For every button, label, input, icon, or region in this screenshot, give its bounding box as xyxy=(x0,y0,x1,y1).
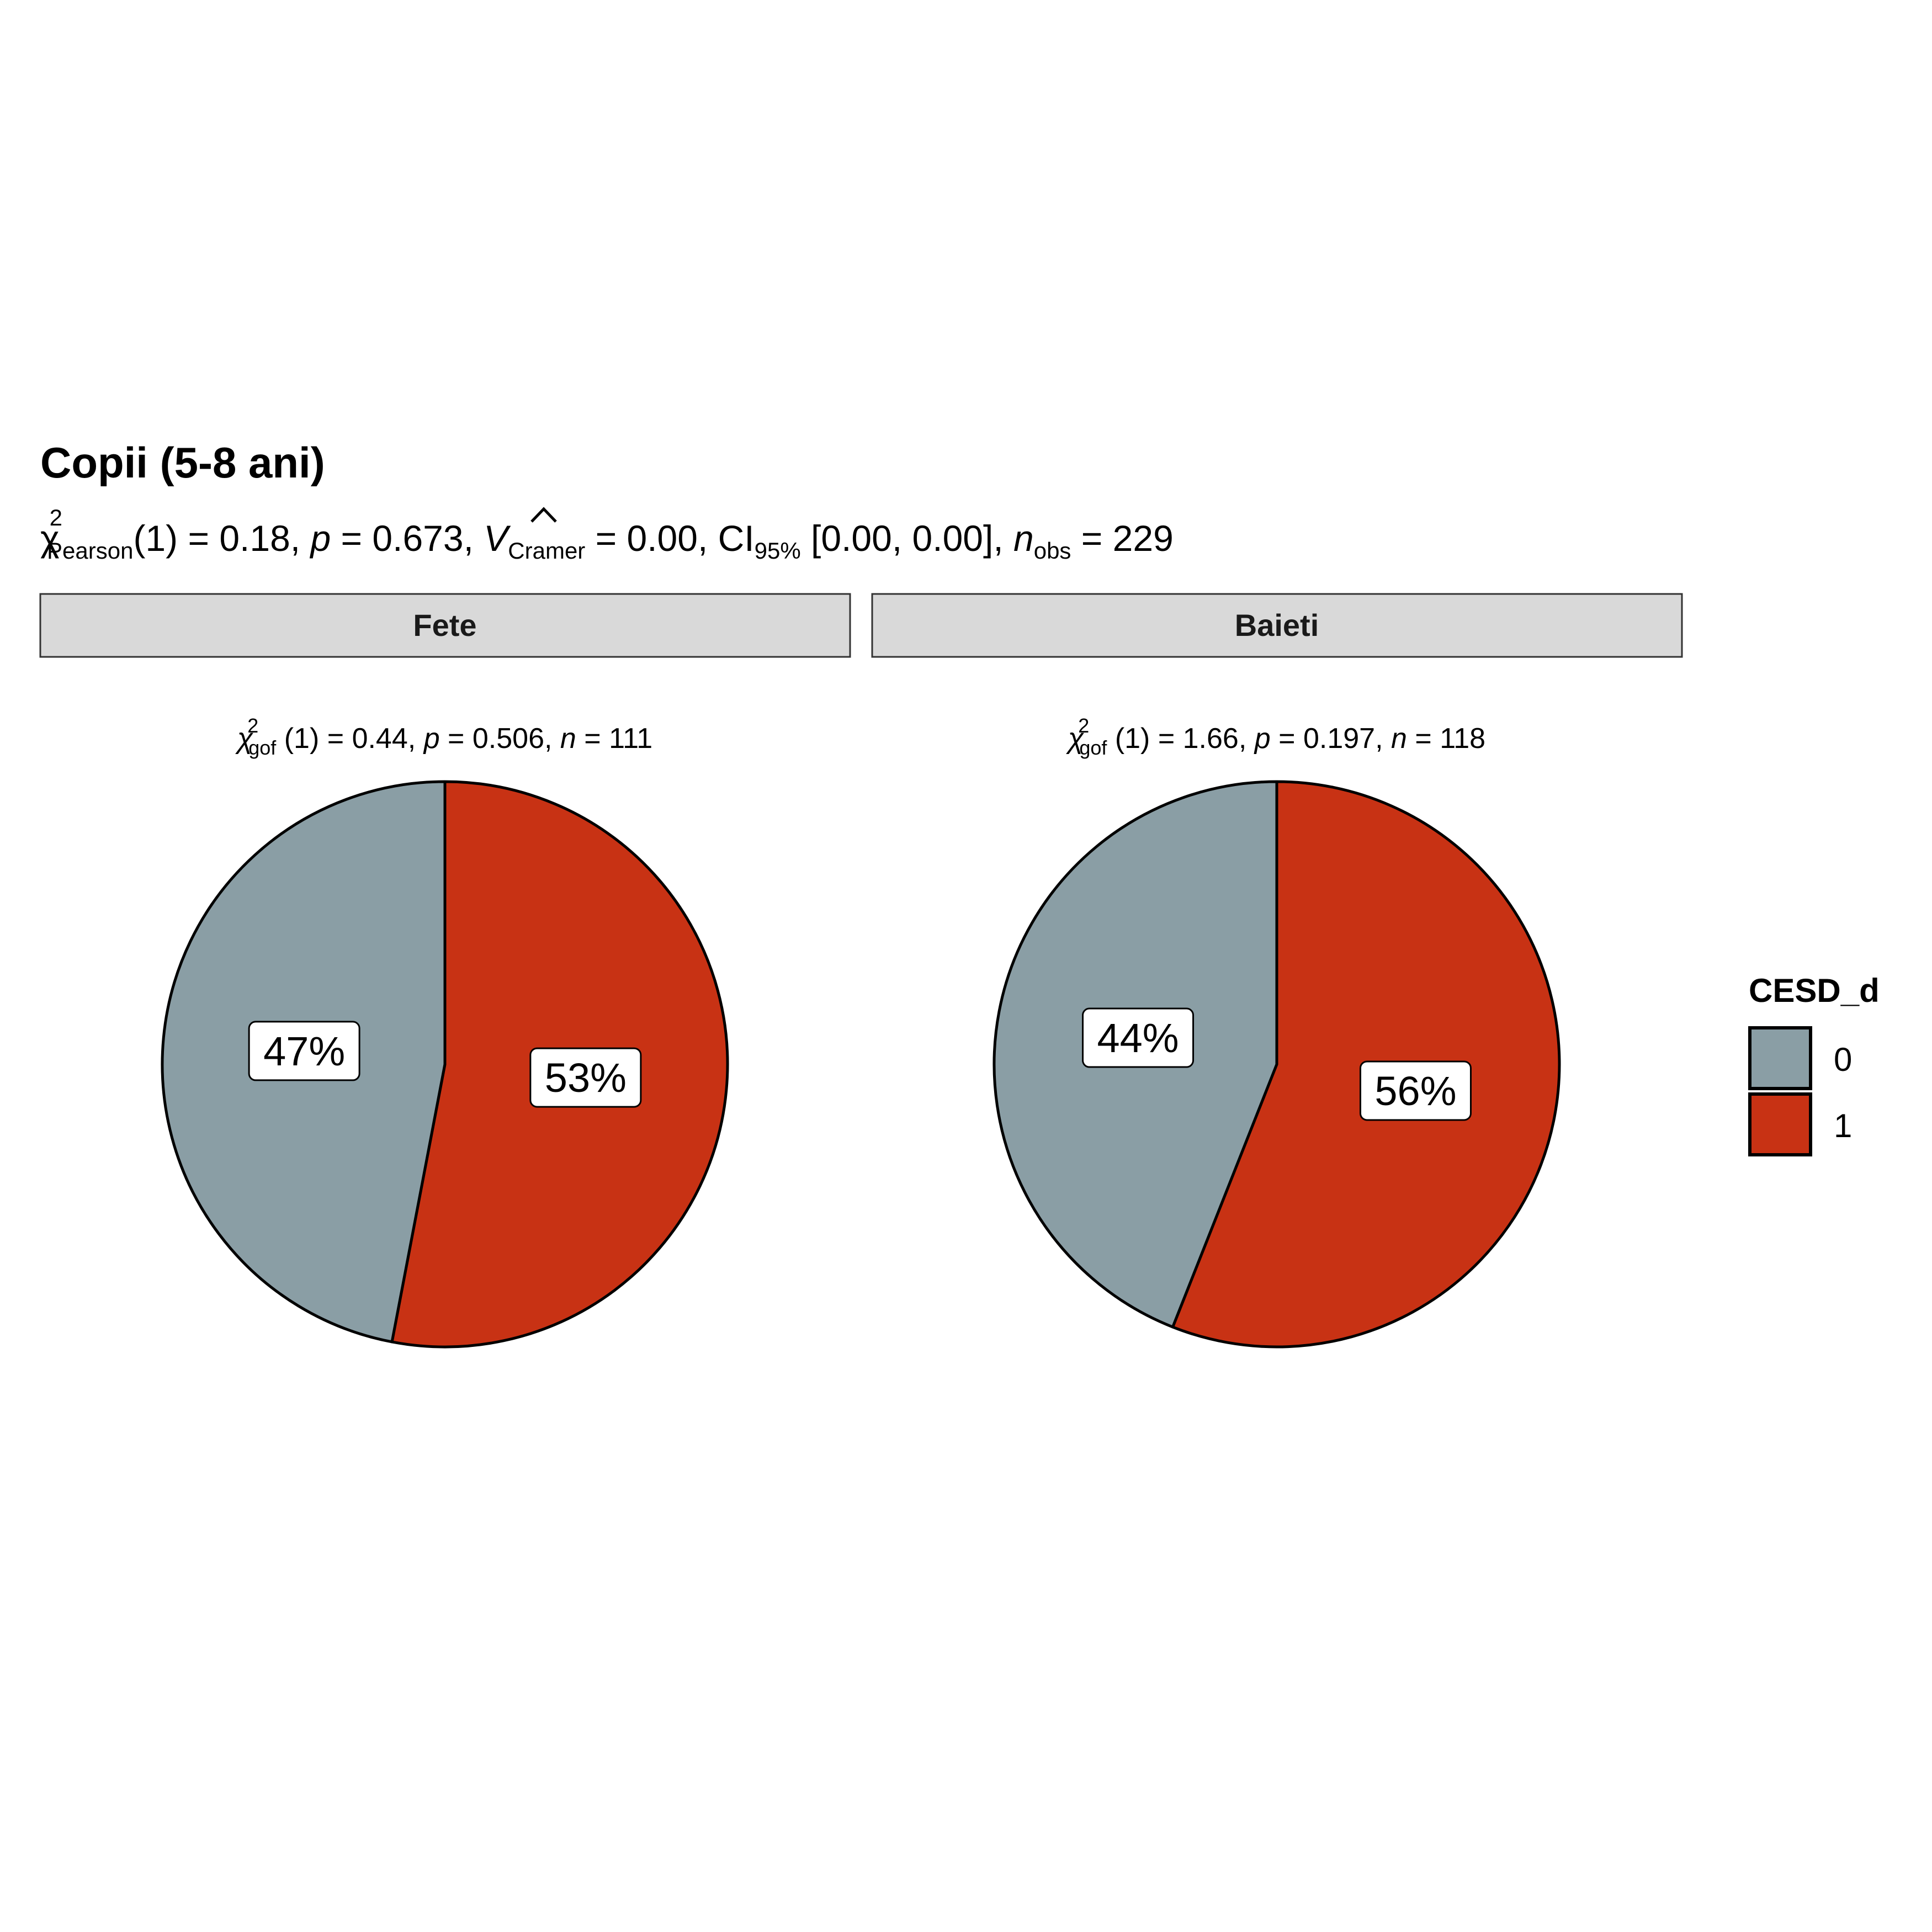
strip-label: Baieti xyxy=(1235,608,1319,643)
slice-label-text: 47% xyxy=(263,1028,345,1074)
slice-label-text: 44% xyxy=(1097,1015,1179,1061)
pie-baieti: 56% 44% xyxy=(992,780,1561,1349)
baieti-stat: 1.66 xyxy=(1183,723,1239,755)
legend-label-1: 1 xyxy=(1834,1107,1852,1144)
fete-p: 0.506 xyxy=(473,723,544,755)
legend-key-0 xyxy=(1748,1026,1812,1090)
strip-background xyxy=(871,593,1683,658)
subtitle-chi-sub: Pearson xyxy=(47,538,133,564)
chart-title: Copii (5-8 ani) xyxy=(40,438,325,487)
subtitle-n: n xyxy=(1013,518,1034,559)
slice-label-box xyxy=(529,1047,642,1108)
subtitle-p: p xyxy=(309,518,331,559)
subtitle-v: V xyxy=(484,518,511,559)
facet-strip-fete: Fete xyxy=(39,593,851,658)
slice-label-1: 53% xyxy=(529,1047,642,1108)
fete-n: 111 xyxy=(609,723,652,755)
slice-label-text: 56% xyxy=(1374,1068,1456,1114)
v-hat-mark xyxy=(530,507,557,523)
slice-label-text: 53% xyxy=(545,1055,627,1101)
slice-label-box xyxy=(1359,1060,1472,1121)
facet-annotation-fete: χ2 gof (1) = 0.44, p = 0.506, n = 111 xyxy=(235,714,652,759)
subtitle-ci-sub: 95% xyxy=(755,538,801,564)
subtitle-n-val: = 229 xyxy=(1071,518,1173,559)
strip-background xyxy=(39,593,851,658)
subtitle-p-val: = 0.673, xyxy=(331,518,484,559)
subtitle-n-sub: obs xyxy=(1034,538,1071,564)
subtitle-ci-val: [0.00, 0.00], xyxy=(801,518,1013,559)
slice-label-box xyxy=(248,1021,360,1081)
chart-subtitle: χ2 Pearson(1) = 0.18, p = 0.673, VCramer … xyxy=(40,505,1174,564)
slice-label-0: 44% xyxy=(1082,1007,1195,1068)
subtitle-chi-sup: 2 xyxy=(50,505,62,530)
fete-stat: 0.44 xyxy=(352,723,408,755)
subtitle-v-val: = 0.00, CI xyxy=(585,518,754,559)
subtitle-chi: χ xyxy=(40,518,60,559)
slice-label-box xyxy=(1082,1007,1195,1068)
legend-item-0: 0 xyxy=(1748,1026,1852,1090)
slice-label-1: 56% xyxy=(1359,1060,1472,1121)
facet-strip-baieti: Baieti xyxy=(871,593,1683,658)
legend-key-1 xyxy=(1748,1092,1812,1156)
legend-label-0: 0 xyxy=(1834,1041,1852,1078)
baieti-n: 118 xyxy=(1440,723,1485,755)
legend-title: CESD_d xyxy=(1749,972,1880,1009)
facet-annotation-baieti: χ2 gof (1) = 1.66, p = 0.197, n = 118 xyxy=(1066,714,1485,759)
strip-label: Fete xyxy=(413,608,476,643)
legend-item-1: 1 xyxy=(1748,1092,1852,1156)
subtitle-v-sub: Cramer xyxy=(508,538,585,564)
slice-label-0: 47% xyxy=(248,1021,360,1081)
legend: CESD_d 0 1 xyxy=(1748,972,1880,1156)
baieti-p: 0.197 xyxy=(1303,723,1375,755)
subtitle-df: (1) = 0.18, xyxy=(133,518,310,559)
pie-fete: 53% 47% xyxy=(161,780,729,1349)
